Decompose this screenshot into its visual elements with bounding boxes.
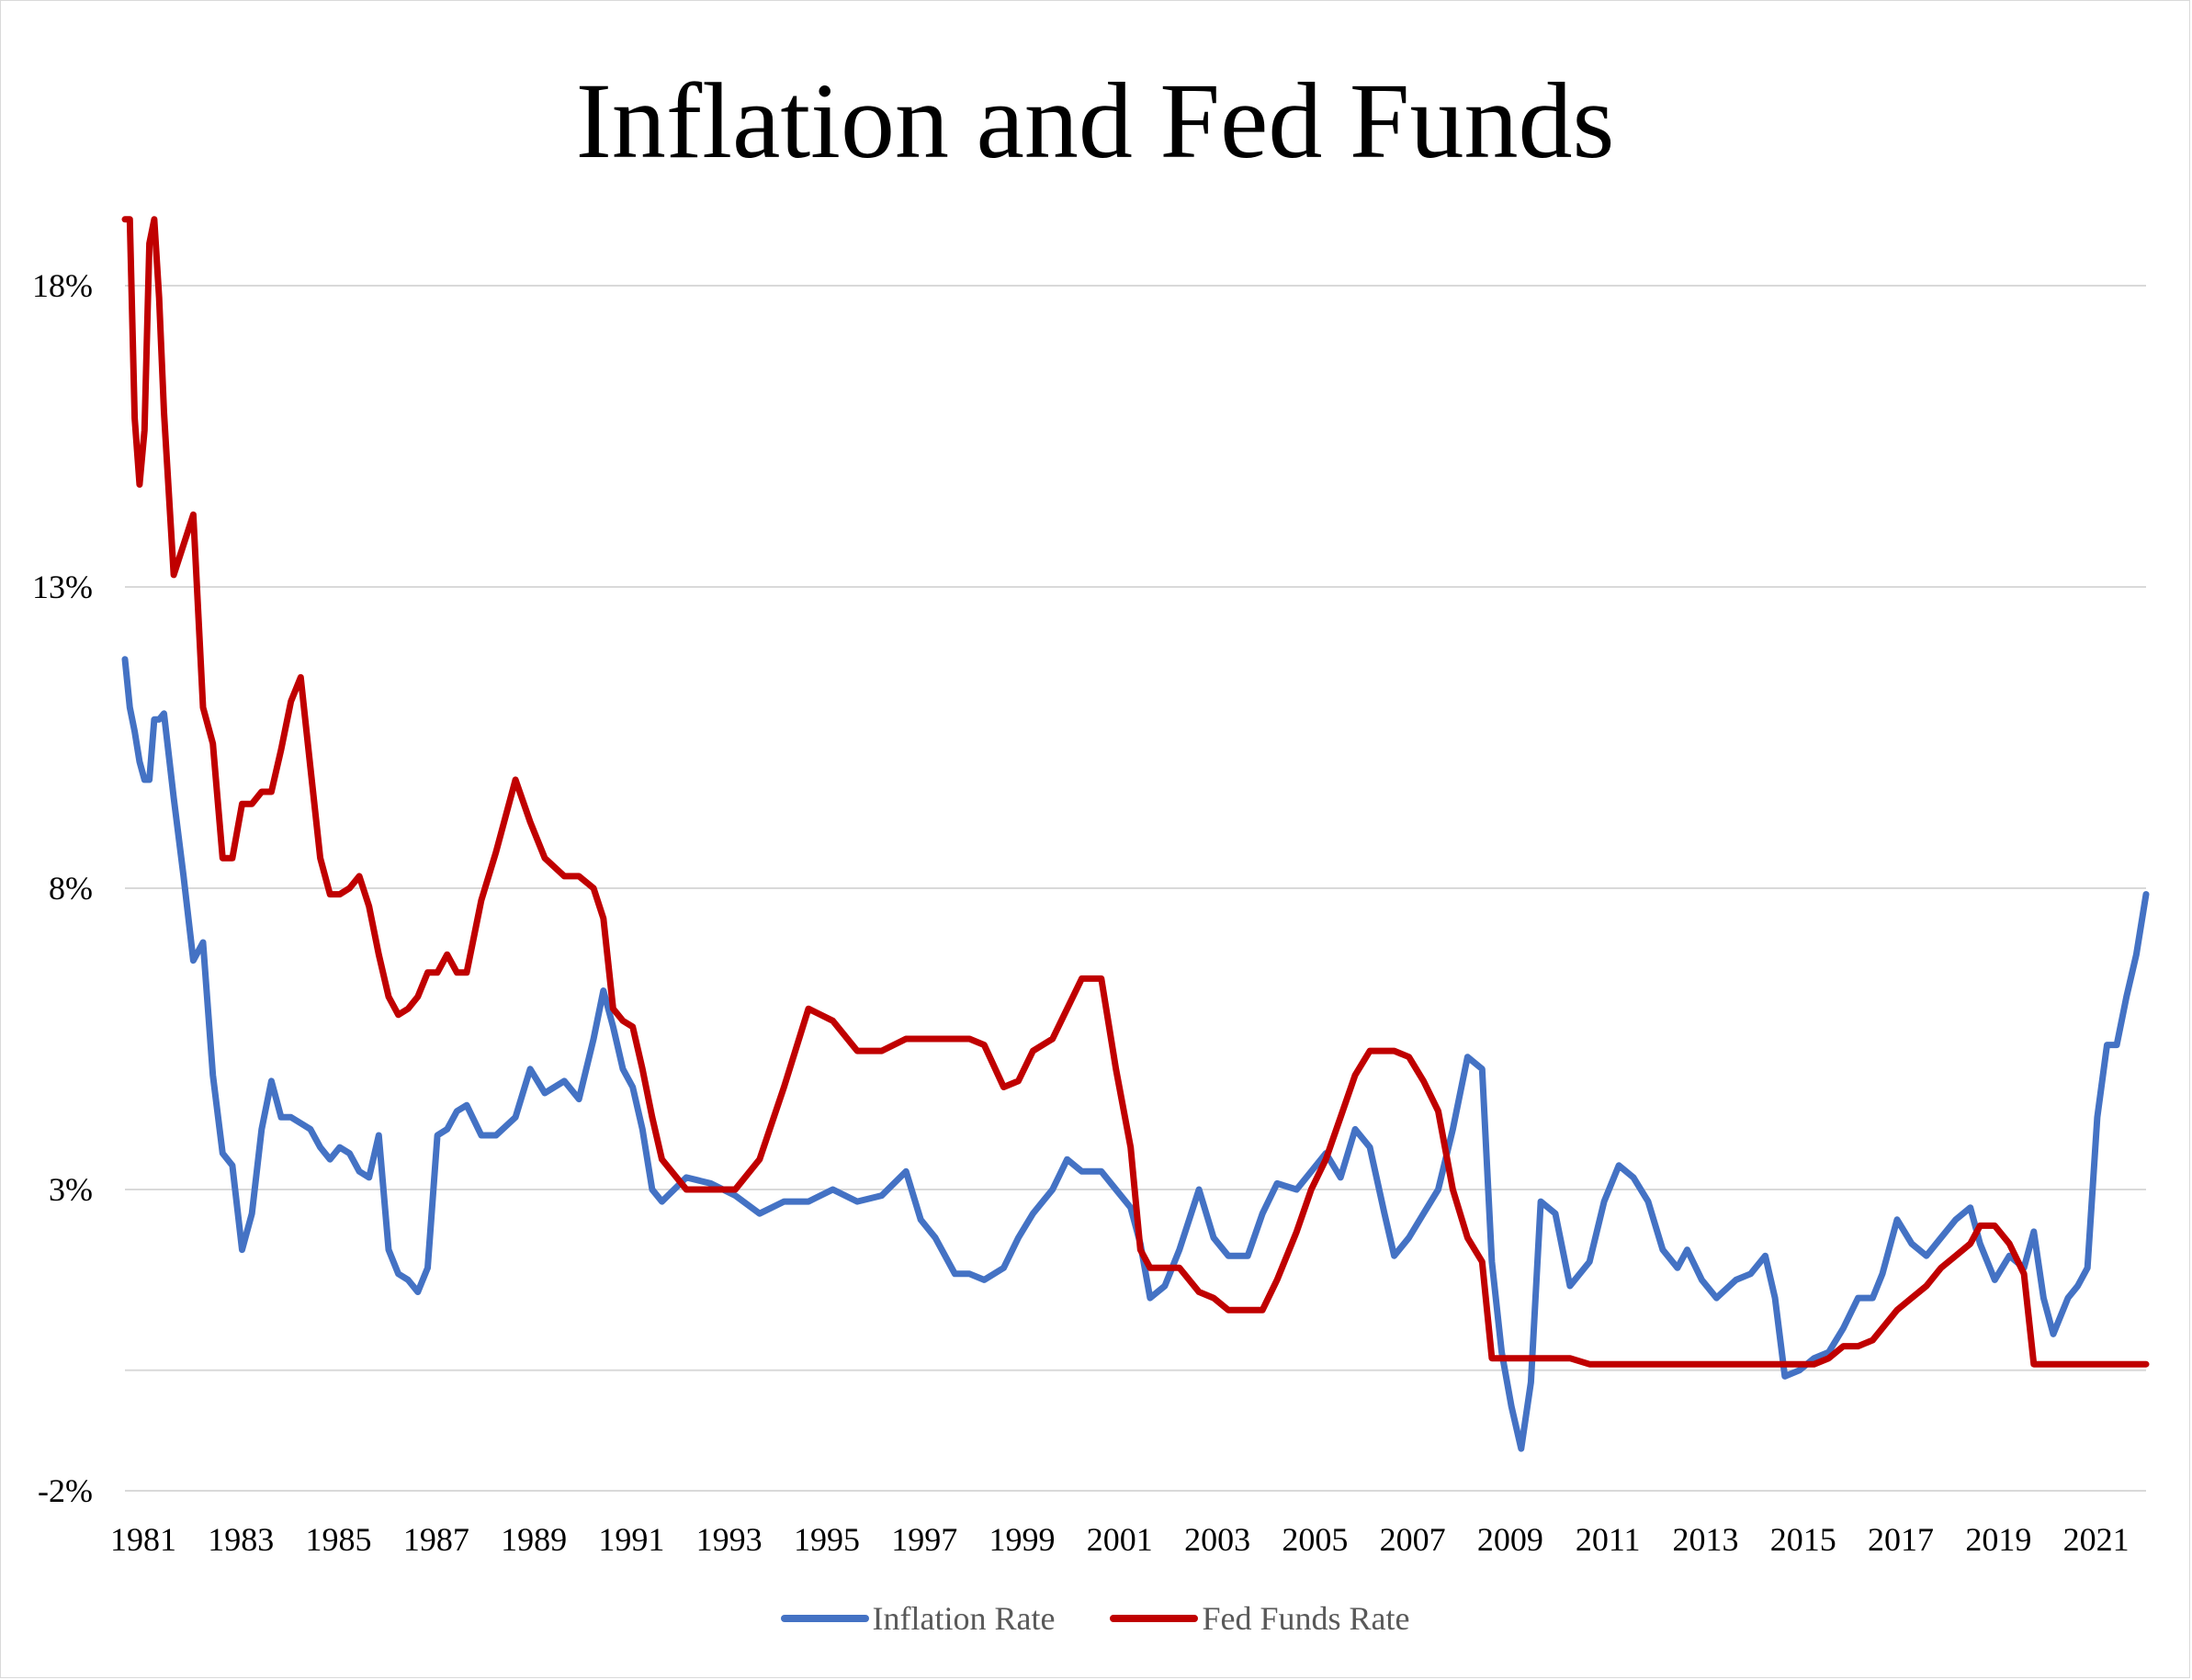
y-tick-label: 18%	[32, 267, 93, 304]
x-tick-label: 1983	[208, 1521, 274, 1558]
y-tick-label: 8%	[49, 870, 93, 907]
x-tick-label: 2019	[1965, 1521, 2031, 1558]
series-line-fed-funds-rate	[121, 216, 2150, 1368]
y-tick-label: -2%	[38, 1472, 93, 1509]
x-tick-label: 1989	[501, 1521, 567, 1558]
x-tick-label: 1985	[306, 1521, 372, 1558]
x-tick-label: 1995	[794, 1521, 860, 1558]
legend-label-fed-funds-rate: Fed Funds Rate	[1202, 1600, 1410, 1637]
x-tick-label: 2001	[1087, 1521, 1153, 1558]
x-tick-label: 1991	[598, 1521, 664, 1558]
x-tick-label: 1987	[403, 1521, 469, 1558]
x-tick-label: 2021	[2063, 1521, 2130, 1558]
x-tick-label: 2003	[1184, 1521, 1250, 1558]
y-axis-ticks: 18% 13% 8% 3% -2%	[32, 267, 93, 1509]
y-tick-label: 13%	[32, 569, 93, 605]
series-lines	[121, 216, 2150, 1452]
y-tick-label: 3%	[49, 1171, 93, 1208]
x-tick-label: 2007	[1380, 1521, 1446, 1558]
chart-title: Inflation and Fed Funds	[575, 61, 1615, 181]
x-tick-label: 2009	[1477, 1521, 1543, 1558]
legend-swatch-fed-funds-rate	[1110, 1615, 1199, 1622]
legend-item-fed-funds-rate: Fed Funds Rate	[1110, 1599, 1409, 1638]
x-tick-label: 1993	[696, 1521, 763, 1558]
x-tick-label: 1999	[989, 1521, 1056, 1558]
x-axis-ticks: 1981 1983 1985 1987 1989 1991 1993 1995 1997 1999…	[110, 1521, 2130, 1558]
x-tick-label: 1997	[891, 1521, 957, 1558]
x-tick-label: 2015	[1770, 1521, 1836, 1558]
legend-item-inflation-rate: Inflation Rate	[780, 1599, 1056, 1638]
x-tick-label: 2013	[1672, 1521, 1738, 1558]
series-line-inflation-rate	[121, 656, 2150, 1452]
gridlines	[125, 285, 2146, 1492]
x-tick-label: 2017	[1868, 1521, 1934, 1558]
x-tick-label: 2005	[1282, 1521, 1348, 1558]
legend-label-inflation-rate: Inflation Rate	[872, 1600, 1056, 1637]
legend: Inflation Rate Fed Funds Rate	[1, 1599, 2189, 1638]
x-tick-label: 1981	[110, 1521, 176, 1558]
x-tick-label: 2011	[1576, 1521, 1641, 1558]
legend-swatch-inflation-rate	[780, 1615, 869, 1622]
